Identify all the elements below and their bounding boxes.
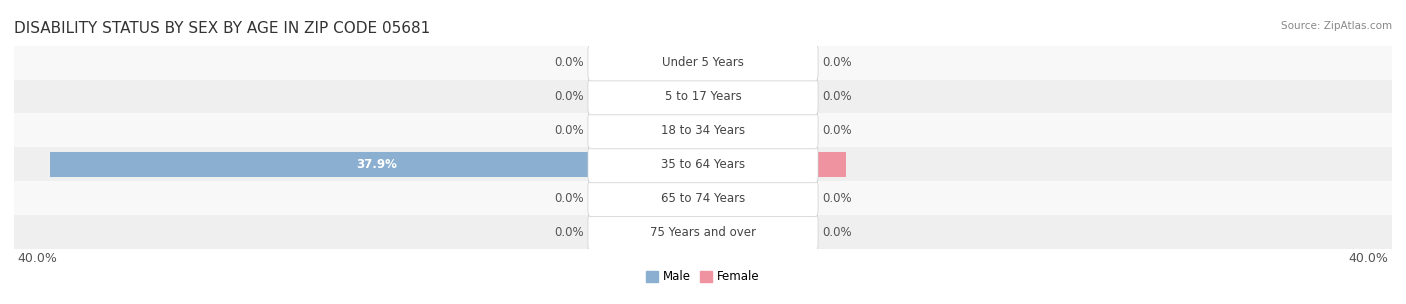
FancyBboxPatch shape	[588, 112, 818, 149]
Bar	[14, 46, 1392, 80]
Text: 75 Years and over: 75 Years and over	[650, 226, 756, 239]
Text: 0.0%: 0.0%	[554, 226, 583, 239]
Text: DISABILITY STATUS BY SEX BY AGE IN ZIP CODE 05681: DISABILITY STATUS BY SEX BY AGE IN ZIP C…	[14, 21, 430, 36]
Text: 5 to 17 Years: 5 to 17 Years	[665, 90, 741, 103]
Text: 0.0%: 0.0%	[823, 56, 852, 69]
Text: 8.3%: 8.3%	[758, 158, 790, 171]
Text: Source: ZipAtlas.com: Source: ZipAtlas.com	[1281, 21, 1392, 31]
FancyBboxPatch shape	[588, 44, 818, 81]
Text: 0.0%: 0.0%	[823, 90, 852, 103]
Text: 37.9%: 37.9%	[356, 158, 396, 171]
Text: 35 to 64 Years: 35 to 64 Years	[661, 158, 745, 171]
Bar	[14, 113, 1392, 147]
Text: 0.0%: 0.0%	[823, 124, 852, 137]
Legend: Male, Female: Male, Female	[641, 266, 765, 288]
Text: 18 to 34 Years: 18 to 34 Years	[661, 124, 745, 137]
FancyBboxPatch shape	[588, 180, 818, 217]
Bar	[51, 152, 703, 177]
Bar	[14, 215, 1392, 249]
Bar	[703, 152, 846, 177]
Text: 0.0%: 0.0%	[554, 124, 583, 137]
FancyBboxPatch shape	[588, 78, 818, 115]
FancyBboxPatch shape	[588, 214, 818, 250]
Bar	[14, 147, 1392, 181]
Text: 0.0%: 0.0%	[554, 192, 583, 205]
Text: 0.0%: 0.0%	[823, 192, 852, 205]
Bar	[14, 80, 1392, 113]
Text: 65 to 74 Years: 65 to 74 Years	[661, 192, 745, 205]
Text: Under 5 Years: Under 5 Years	[662, 56, 744, 69]
Text: 40.0%: 40.0%	[1348, 252, 1389, 265]
Text: 0.0%: 0.0%	[554, 90, 583, 103]
Text: 0.0%: 0.0%	[554, 56, 583, 69]
Text: 0.0%: 0.0%	[823, 226, 852, 239]
FancyBboxPatch shape	[588, 146, 818, 183]
Bar	[14, 181, 1392, 215]
Text: 40.0%: 40.0%	[17, 252, 58, 265]
